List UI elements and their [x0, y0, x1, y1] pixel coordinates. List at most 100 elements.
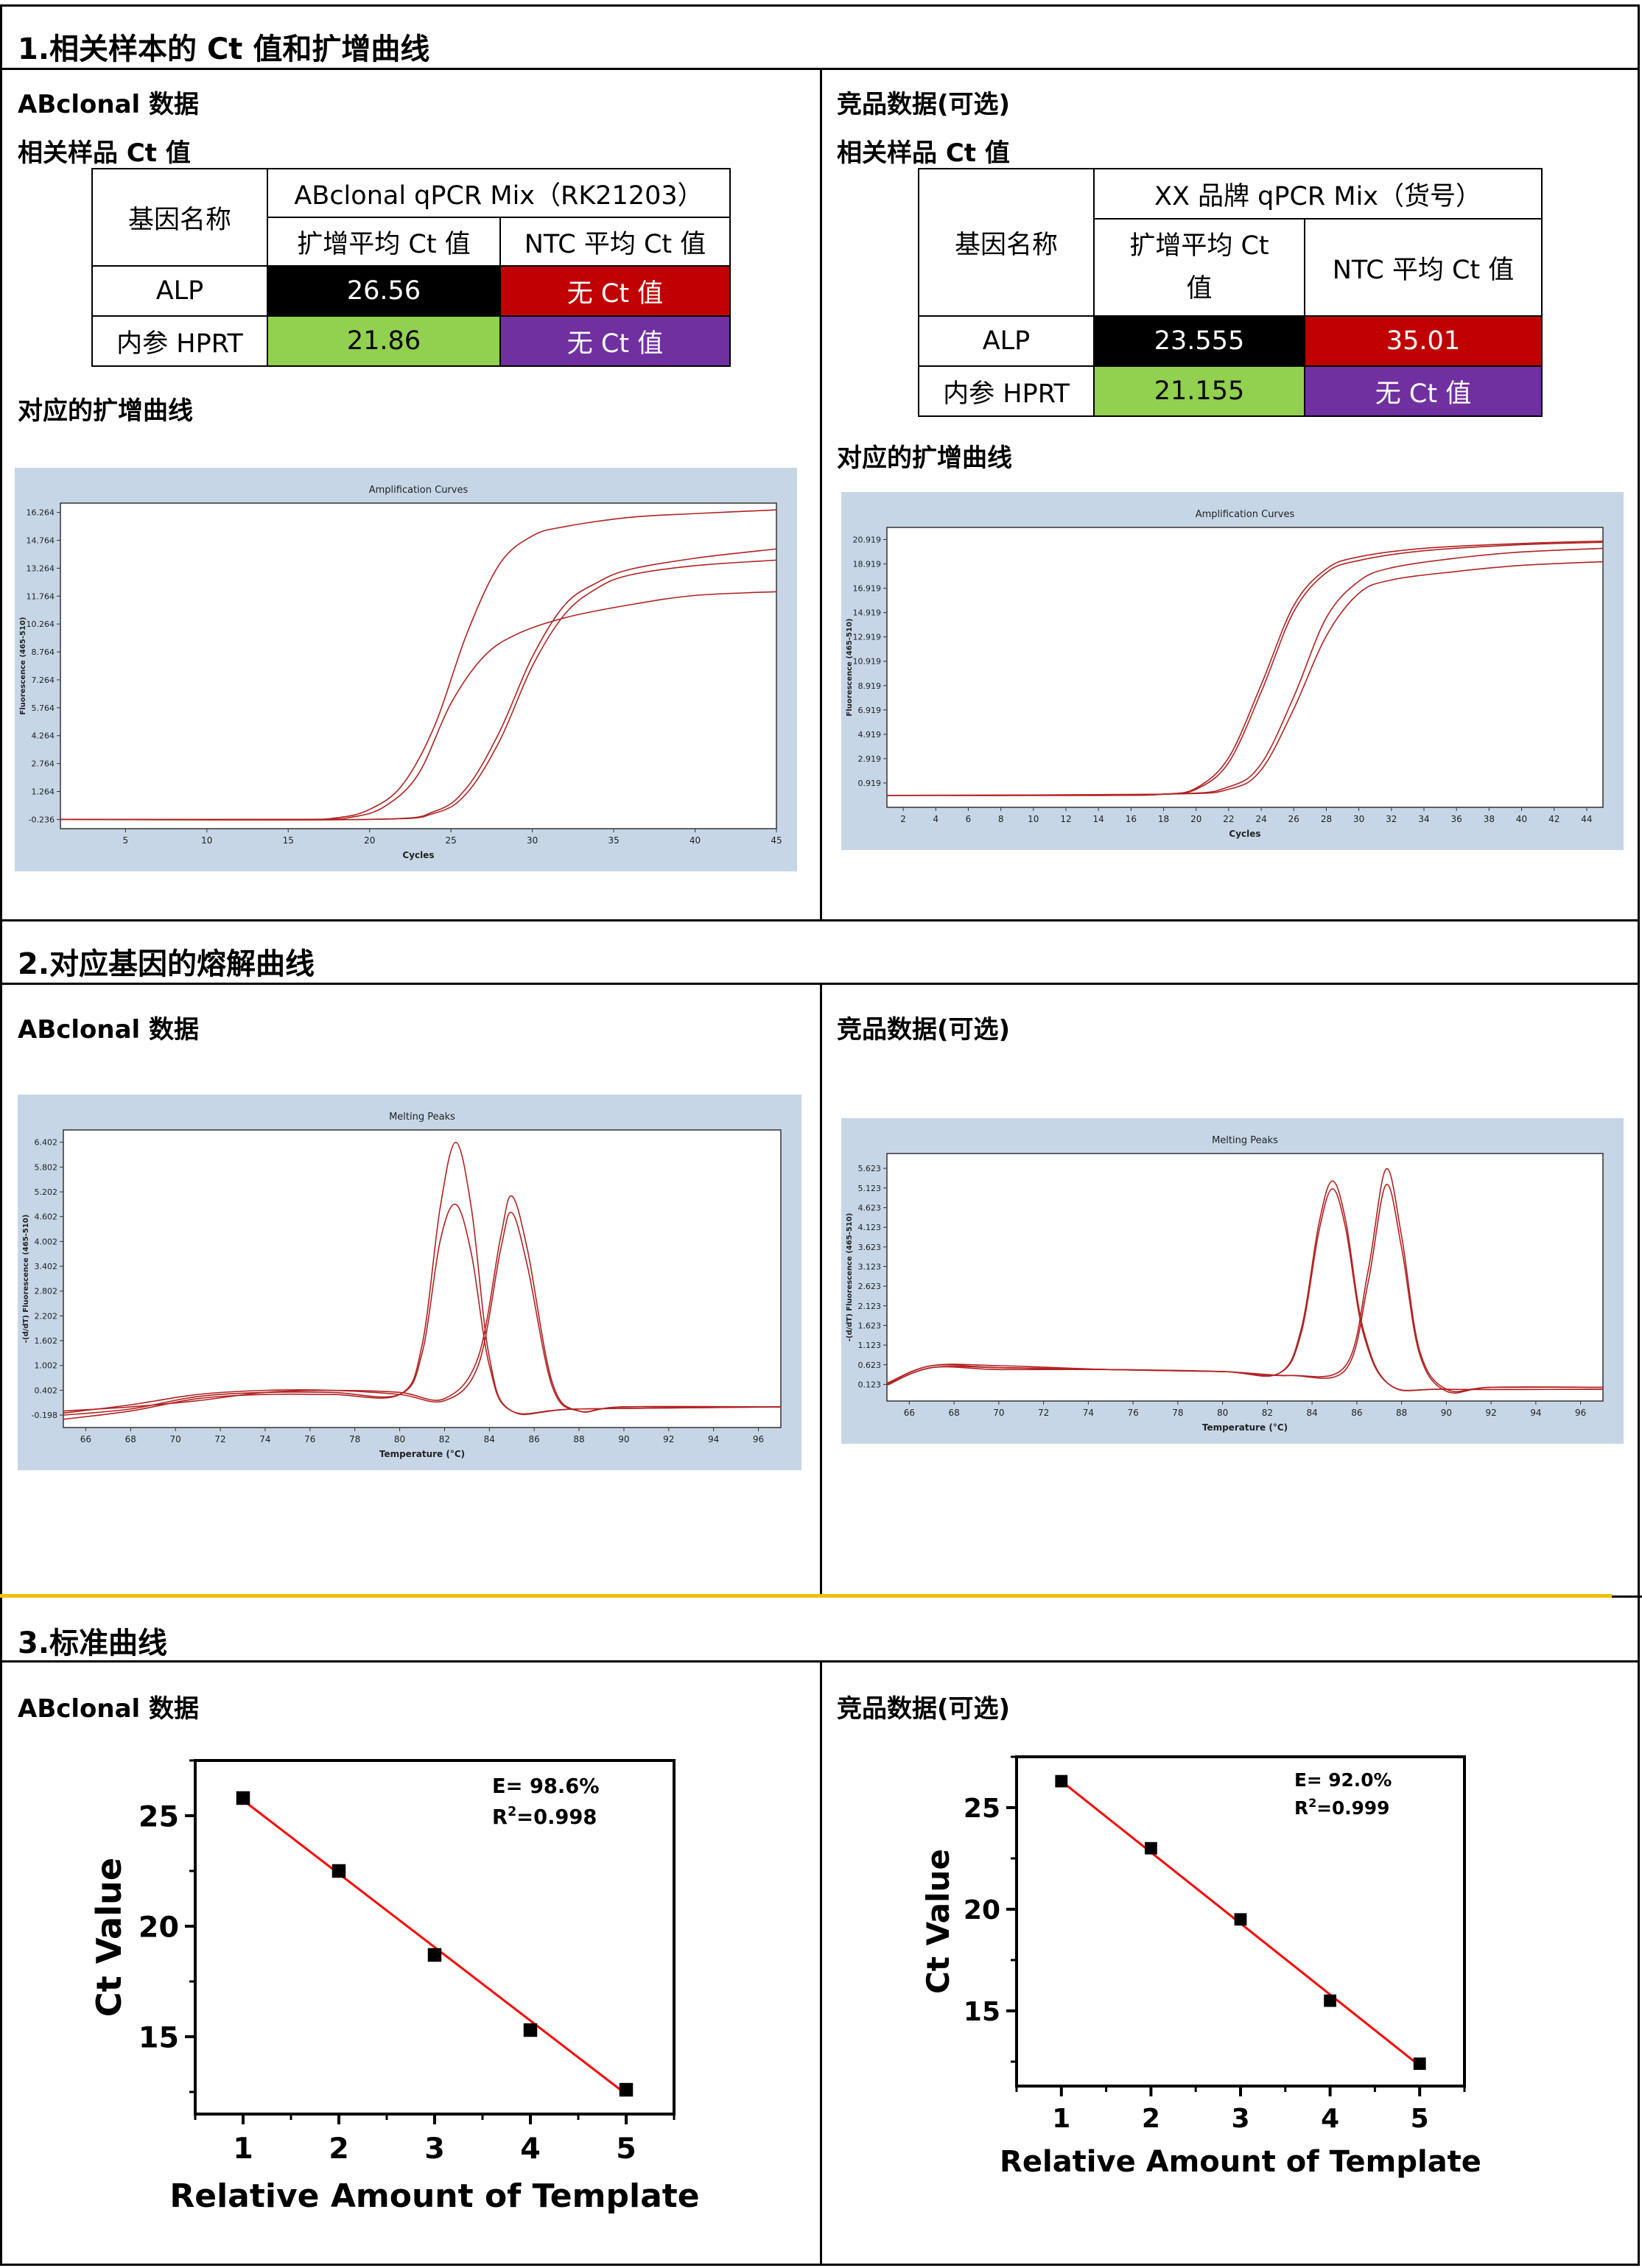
standard-curve-right: 1 2 3 4 5 15 20 25 Relative Amount of Template Ct…	[920, 1755, 1481, 2179]
y-tick-label: 2.764	[32, 759, 55, 769]
melting-chart-right: Melting Peaks 66 68 70 72 74 76 78 80 82 84 86 88 90 9…	[841, 1118, 1624, 1444]
x-tick-label: 22	[1223, 814, 1234, 824]
subheading: 竞品数据(可选)	[837, 1015, 1011, 1045]
plot-area	[194, 1759, 676, 2116]
y-tick-label: 14.919	[853, 608, 882, 618]
data-point	[1324, 1994, 1336, 2007]
ntc-ct-cell: 无 Ct 值	[1304, 365, 1543, 417]
section-heading: 1.相关样本的 Ct 值和扩增曲线	[18, 32, 430, 66]
ntc-ct-cell: 35.01	[1304, 315, 1543, 367]
y-tick-label: 4.602	[35, 1212, 58, 1222]
chart-title: Melting Peaks	[389, 1112, 455, 1123]
subheading: 对应的扩增曲线	[837, 443, 1012, 473]
plot-area	[63, 1129, 782, 1428]
y-tick-label: 25	[964, 1794, 1000, 1824]
standard-curve-left: 1 2 3 4 5 15 20 25 Relative Amount of Template Ct…	[89, 1759, 700, 2215]
avg-ct-header: 扩增平均 Ct 值	[267, 217, 501, 267]
divider	[0, 919, 1640, 921]
mix-header: ABclonal qPCR Mix（RK21203）	[267, 168, 731, 218]
x-tick-label: 16	[1126, 814, 1137, 824]
y-tick-label: 5.123	[858, 1184, 882, 1193]
x-tick-label: 40	[1516, 814, 1527, 824]
y-tick-label: 20	[138, 1911, 179, 1945]
x-tick-label: 70	[170, 1434, 181, 1444]
data-point	[1413, 2057, 1426, 2071]
mix-header: XX 品牌 qPCR Mix（货号）	[1093, 168, 1543, 220]
x-tick-label: 44	[1581, 814, 1592, 824]
x-tick-label: 20	[1190, 814, 1201, 824]
y-tick-label: 1.264	[32, 787, 55, 796]
y-tick-label: 5.802	[35, 1162, 58, 1172]
x-tick-label: 86	[1351, 1408, 1362, 1418]
y-tick-label: 2.802	[35, 1287, 58, 1296]
avg-ct-header-line2: 值	[1186, 274, 1213, 303]
x-tick-label: 8	[998, 814, 1004, 824]
x-tick-label: 28	[1321, 814, 1332, 824]
y-tick-label: 12.919	[853, 633, 882, 642]
y-tick-label: 4.623	[858, 1203, 882, 1212]
x-tick-label: 92	[663, 1434, 674, 1444]
x-tick-label: 78	[1172, 1408, 1183, 1418]
melting-chart-left: Melting Peaks 66 68 70 72 74 76 78 80 82 84 86 88 90 9…	[18, 1095, 801, 1470]
x-tick-label: 5	[616, 2132, 636, 2166]
y-axis-label: Ct Value	[920, 1849, 956, 1994]
subheading: ABclonal 数据	[18, 1015, 200, 1045]
y-tick-label: 1.002	[35, 1361, 58, 1371]
y-tick-label: 13.264	[27, 564, 55, 573]
y-tick-label: 2.202	[35, 1311, 58, 1321]
subheading: 相关样品 Ct 值	[837, 138, 1010, 168]
x-tick-label: 40	[690, 835, 701, 846]
y-tick-label: 0.402	[35, 1386, 58, 1395]
x-axis-label: Cycles	[1229, 829, 1260, 839]
x-tick-label: 90	[1441, 1408, 1452, 1418]
y-tick-label: 1.623	[858, 1321, 882, 1330]
chart-title: Melting Peaks	[1212, 1135, 1278, 1146]
y-axis-label: -(d/dT) Fluorescence (465-510)	[22, 1215, 30, 1344]
data-point	[1055, 1774, 1068, 1788]
gene-header: 基因名称	[918, 168, 1095, 317]
y-tick-label: 10.264	[27, 619, 55, 629]
divider	[820, 1660, 822, 2266]
ntc-ct-header: NTC 平均 Ct 值	[1304, 218, 1543, 317]
x-tick-label: 80	[1217, 1408, 1228, 1418]
x-tick-label: 1	[233, 2132, 253, 2166]
plot-area	[60, 502, 777, 829]
y-tick-label: 16.919	[853, 584, 882, 594]
x-tick-label: 3	[1231, 2104, 1249, 2134]
x-tick-label: 92	[1485, 1408, 1496, 1418]
x-tick-label: 94	[708, 1434, 719, 1444]
x-axis-label: Cycles	[402, 850, 434, 860]
y-tick-label: 5.764	[32, 703, 55, 713]
x-tick-label: 15	[283, 835, 294, 846]
fit-line	[242, 1799, 627, 2096]
x-tick-label: 70	[993, 1408, 1004, 1418]
y-tick-label: 8.764	[32, 647, 55, 657]
x-tick-label: 5	[123, 835, 129, 846]
x-tick-label: 6	[966, 814, 972, 824]
x-tick-label: 84	[1306, 1408, 1317, 1418]
highlight-divider	[0, 1594, 1612, 1598]
x-tick-label: 4	[933, 814, 938, 824]
gene-cell: ALP	[91, 265, 268, 317]
y-tick-label: 4.123	[858, 1223, 882, 1232]
x-tick-label: 96	[1575, 1408, 1586, 1418]
avg-ct-header: 扩增平均 Ct 值	[1093, 218, 1305, 317]
y-tick-label: 3.123	[858, 1262, 882, 1271]
y-axis-label: Fluorescence (465-510)	[846, 619, 854, 717]
x-axis-label: Relative Amount of Template	[1000, 2145, 1481, 2179]
y-tick-label: 2.919	[858, 754, 882, 764]
data-point	[331, 1864, 346, 1878]
x-tick-label: 76	[304, 1434, 315, 1444]
x-tick-label: 30	[527, 835, 538, 846]
data-point	[1145, 1842, 1157, 1855]
amplification-chart-left: Amplification Curves 5 10 15 20 25 30 35 40 45 -0.…	[15, 468, 797, 871]
x-tick-label: 14	[1093, 814, 1104, 824]
y-tick-label: 1.123	[858, 1341, 882, 1350]
data-point	[1234, 1913, 1247, 1926]
y-tick-label: 1.602	[35, 1336, 58, 1346]
x-tick-label: 82	[439, 1434, 450, 1444]
x-axis-label: Relative Amount of Template	[169, 2177, 699, 2215]
y-tick-label: -0.198	[32, 1411, 57, 1420]
x-tick-label: 35	[608, 835, 619, 846]
x-tick-label: 32	[1386, 814, 1397, 824]
